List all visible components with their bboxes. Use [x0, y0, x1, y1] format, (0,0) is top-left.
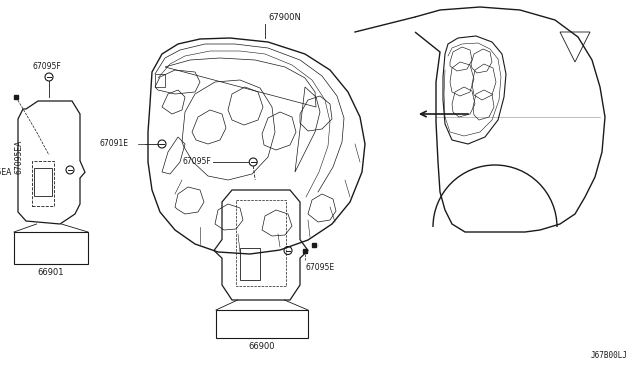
Bar	[312, 243, 316, 247]
Text: 67095EA: 67095EA	[0, 168, 12, 177]
Text: 67091E: 67091E	[100, 140, 129, 148]
Text: 67095EA: 67095EA	[14, 139, 23, 174]
Text: 67095E: 67095E	[306, 263, 335, 272]
Text: 67900N: 67900N	[268, 13, 301, 22]
Bar	[14, 95, 18, 99]
Text: 67095F: 67095F	[182, 157, 211, 167]
Text: J67B00LJ: J67B00LJ	[591, 351, 628, 360]
Text: 67095F: 67095F	[33, 62, 61, 71]
Bar	[303, 248, 307, 253]
Text: 66900: 66900	[249, 342, 275, 351]
Text: 66901: 66901	[38, 268, 64, 277]
Bar	[14, 232, 88, 264]
Bar	[240, 248, 260, 280]
Bar	[216, 310, 308, 338]
Bar	[34, 168, 52, 196]
